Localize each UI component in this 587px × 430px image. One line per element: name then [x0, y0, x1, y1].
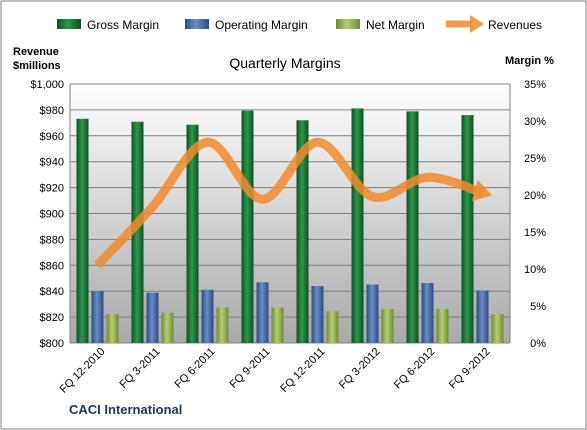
chart-title: Quarterly Margins: [229, 55, 340, 71]
y-left-tick-label: $940: [40, 157, 64, 169]
y-left-tick-label: $900: [40, 209, 64, 221]
y-left-tick-label: $800: [40, 338, 64, 350]
legend-label: Gross Margin: [87, 18, 159, 32]
bar-net-margin-4: [271, 307, 284, 343]
y-left-tick-label: $820: [40, 312, 64, 324]
y-left-tick-label: $920: [40, 183, 64, 195]
legend-label: Net Margin: [366, 18, 425, 32]
bar-net-margin-6: [381, 308, 394, 343]
legend-label: Revenues: [488, 18, 542, 32]
y-right-tick-label: 20%: [524, 190, 546, 202]
bar-gross-margin-3: [186, 124, 199, 343]
y-right-tick-label: 15%: [524, 227, 546, 239]
footer-company: CACI International: [69, 402, 182, 417]
bar-net-margin-3: [216, 307, 229, 343]
bar-gross-margin-1: [76, 118, 89, 343]
legend-line-arrow: [446, 15, 484, 33]
y-right-tick-label: 25%: [524, 153, 546, 165]
legend-label: Operating Margin: [215, 18, 308, 32]
bars: [76, 108, 504, 344]
y-left-tick-label: $960: [40, 131, 64, 143]
y-right-label: Margin %: [505, 55, 554, 67]
revenue-line-arrowhead: [471, 180, 493, 202]
y-left-ticks: $800 $820 $840 $860 $880 $900 $920 $940 $960 $980…: [30, 79, 64, 350]
bar-gross-margin-2: [131, 121, 144, 344]
legend-item: Gross Margin: [57, 18, 159, 32]
legend-swatch: [57, 19, 81, 29]
bar-gross-margin-7: [406, 111, 419, 343]
legend-swatch: [336, 19, 360, 29]
revenue-line-path: [94, 137, 484, 269]
bar-net-margin-2: [161, 312, 174, 343]
y-left-tick-label: $980: [40, 105, 64, 117]
y-left-tick-label: $880: [40, 234, 64, 246]
bar-operating-margin-8: [476, 290, 489, 343]
bar-operating-margin-6: [366, 284, 379, 343]
bar-gross-margin-5: [296, 120, 309, 343]
bar-operating-margin-3: [201, 289, 214, 343]
revenue-line: [94, 137, 493, 269]
legend-item: Operating Margin: [185, 18, 308, 32]
y-right-tick-label: 0%: [530, 338, 546, 350]
bar-operating-margin-7: [421, 283, 434, 343]
bar-net-margin-8: [491, 314, 504, 343]
y-left-tick-label: $840: [40, 286, 64, 298]
bar-gross-margin-4: [241, 110, 254, 343]
bar-gross-margin-8: [461, 115, 474, 343]
bar-net-margin-7: [436, 308, 449, 343]
bar-net-margin-5: [326, 311, 339, 343]
bar-operating-margin-4: [256, 282, 269, 343]
y-right-tick-label: 30%: [524, 116, 546, 128]
legend-item: Net Margin: [336, 18, 425, 32]
legend-item: Revenues: [446, 15, 542, 33]
bar-operating-margin-1: [91, 291, 104, 343]
legend: Gross Margin Operating Margin Net Margin Re…: [57, 15, 542, 33]
bar-operating-margin-2: [146, 292, 159, 343]
legend-swatch: [185, 19, 209, 29]
y-left-label-line1: Revenue: [13, 46, 59, 58]
y-left-tick-label: $860: [40, 260, 64, 272]
y-right-tick-label: 5%: [530, 301, 546, 313]
y-right-tick-label: 10%: [524, 264, 546, 276]
bar-gross-margin-6: [351, 108, 364, 343]
bar-operating-margin-5: [311, 286, 324, 343]
y-right-tick-label: 35%: [524, 79, 546, 91]
y-left-label-line2: $millions: [13, 60, 61, 72]
y-right-ticks: 0% 5% 10% 15% 20% 25% 30% 35%: [524, 79, 546, 350]
y-left-tick-label: $1,000: [30, 79, 64, 91]
bar-net-margin-1: [106, 314, 119, 343]
